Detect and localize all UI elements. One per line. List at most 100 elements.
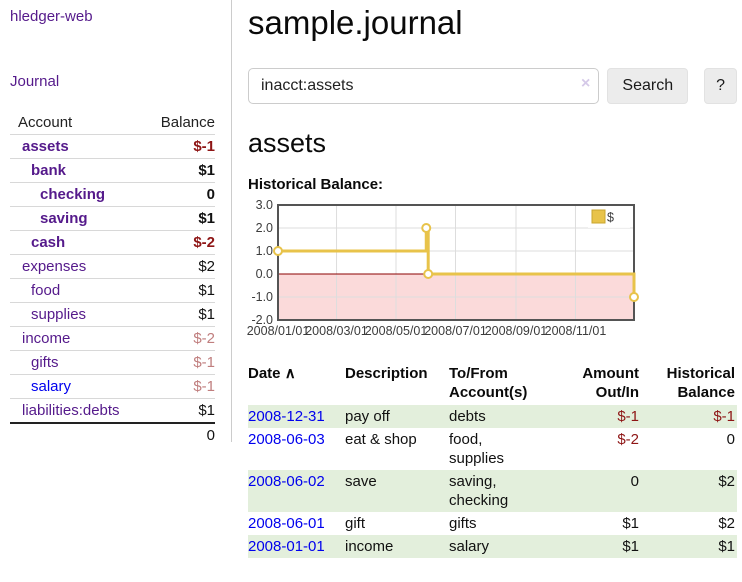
transaction-description: pay off: [345, 405, 449, 428]
account-row: saving $1: [10, 206, 215, 231]
transaction-accounts: gifts: [449, 515, 477, 532]
transaction-amount: $-1: [547, 405, 641, 428]
x-axis-tick-label: 2008/07/01: [424, 324, 487, 338]
account-link[interactable]: income: [22, 330, 71, 347]
x-axis-tick-label: 2008/11/01: [545, 324, 607, 338]
x-axis-tick-label: 2008/01/01: [247, 324, 310, 338]
register-col-date[interactable]: Date ∧: [248, 365, 296, 382]
account-balance: $-1: [147, 374, 215, 399]
transaction-amount: 0: [547, 470, 641, 512]
account-link[interactable]: saving: [40, 210, 88, 227]
transaction-row: 2008-12-31 pay off debts $-1 $-1: [248, 405, 737, 428]
x-axis-tick-label: 2008/05/01: [365, 324, 428, 338]
account-row: supplies $1: [10, 302, 215, 327]
main-content: sample.journal × Search ? assets Histori…: [247, 0, 737, 558]
legend-label: $: [607, 211, 614, 225]
chart-title: Historical Balance:: [248, 176, 384, 193]
account-row: salary $-1: [10, 374, 215, 399]
data-point-marker: [273, 246, 283, 256]
account-heading: assets: [248, 128, 327, 158]
account-link[interactable]: supplies: [31, 306, 87, 323]
transaction-row: 2008-06-01 gift gifts $1 $2: [248, 512, 737, 535]
transaction-row: 2008-06-03 eat & shop food, supplies $-2 0: [248, 428, 737, 470]
transaction-balance: $2: [718, 515, 735, 532]
account-link[interactable]: expenses: [22, 258, 87, 275]
search-bar: × Search ?: [248, 68, 737, 104]
transaction-accounts: salary: [449, 535, 547, 558]
transaction-date-link[interactable]: 2008-12-31: [248, 408, 325, 425]
accounts-total-balance: 0: [147, 422, 215, 447]
x-axis-tick-label: 2008/03/01: [305, 324, 368, 338]
search-button[interactable]: Search: [607, 68, 689, 104]
accounts-col-balance: Balance: [147, 111, 215, 135]
transaction-accounts: food, supplies: [449, 431, 505, 467]
brand-link[interactable]: hledger-web: [10, 8, 93, 25]
transaction-balance: $-1: [641, 405, 737, 428]
data-point-marker: [423, 269, 434, 279]
register-header-row: Date ∧ Description To/From Account(s) Am…: [248, 361, 737, 405]
transaction-date-link[interactable]: 2008-06-03: [248, 431, 325, 448]
transaction-amount: $1: [622, 515, 639, 532]
data-point-marker: [421, 223, 432, 233]
register-col-amount: Amount Out/In: [582, 365, 639, 401]
account-row: gifts $-1: [10, 350, 215, 375]
register-table: Date ∧ Description To/From Account(s) Am…: [248, 361, 737, 558]
clear-search-icon[interactable]: ×: [581, 75, 591, 92]
accounts-total-row: 0: [10, 422, 215, 447]
data-point-marker: [629, 292, 639, 302]
help-button[interactable]: ?: [704, 68, 737, 104]
account-row: assets $-1: [10, 134, 215, 159]
transaction-date-link[interactable]: 2008-06-02: [248, 473, 325, 490]
register-col-balance: Historical Balance: [666, 365, 735, 401]
account-link[interactable]: salary: [31, 378, 72, 395]
transaction-balance: $2: [641, 470, 737, 512]
account-link[interactable]: bank: [31, 162, 67, 179]
transaction-balance: $1: [641, 535, 737, 558]
transaction-description: save: [345, 470, 449, 512]
transaction-amount: $-2: [617, 431, 639, 448]
register-col-accounts: To/From Account(s): [449, 365, 528, 401]
y-axis-tick-label: 0.0: [256, 267, 273, 281]
y-axis-tick-label: -1.0: [251, 290, 273, 304]
historical-balance-chart[interactable]: $3.0 2.0 1.0 0.0 -1.0 -2.02008/01/012008/03/0…: [240, 198, 640, 340]
account-balance: $1: [147, 278, 215, 303]
account-link[interactable]: gifts: [31, 354, 59, 371]
accounts-header-row: Account Balance: [10, 111, 215, 135]
account-row: cash $-2: [10, 230, 215, 255]
transaction-accounts: debts: [449, 405, 547, 428]
account-link[interactable]: food: [31, 282, 61, 299]
transaction-amount: $1: [547, 535, 641, 558]
account-balance: $1: [147, 206, 215, 231]
account-balance: $-1: [147, 350, 215, 375]
account-balance: $1: [147, 302, 215, 327]
account-link[interactable]: assets: [22, 138, 69, 155]
transaction-description: gift: [345, 515, 366, 532]
y-axis-tick-label: 3.0: [256, 198, 273, 212]
search-box: ×: [248, 68, 600, 104]
sort-ascending-icon[interactable]: ∧: [284, 365, 296, 382]
account-link[interactable]: checking: [40, 186, 106, 203]
x-axis-tick-label: 2008/09/01: [485, 324, 548, 338]
account-row: income $-2: [10, 326, 215, 351]
account-link[interactable]: cash: [31, 234, 66, 251]
account-balance: $2: [147, 254, 215, 279]
transaction-date-link[interactable]: 2008-01-01: [248, 538, 325, 555]
accounts-col-account: Account: [10, 111, 148, 135]
account-balance: $1: [147, 398, 215, 424]
account-row: liabilities:debts $1: [10, 398, 215, 424]
account-row: food $1: [10, 278, 215, 303]
transaction-date-link[interactable]: 2008-06-01: [248, 515, 325, 532]
account-row: checking 0: [10, 182, 215, 207]
transaction-balance: 0: [726, 431, 735, 448]
nav-journal-link[interactable]: Journal: [10, 73, 60, 90]
transaction-description: eat & shop: [345, 431, 417, 448]
account-balance: $-2: [147, 326, 215, 351]
account-row: expenses $2: [10, 254, 215, 279]
account-balance: $-1: [147, 134, 215, 159]
register-col-description: Description: [345, 365, 428, 382]
account-link[interactable]: liabilities:debts: [22, 402, 120, 419]
account-balance: $-2: [147, 230, 215, 255]
search-input[interactable]: [248, 68, 600, 104]
y-axis-tick-label: 2.0: [256, 221, 273, 235]
sidebar: hledger-web Journal Account Balance asse…: [0, 0, 232, 447]
